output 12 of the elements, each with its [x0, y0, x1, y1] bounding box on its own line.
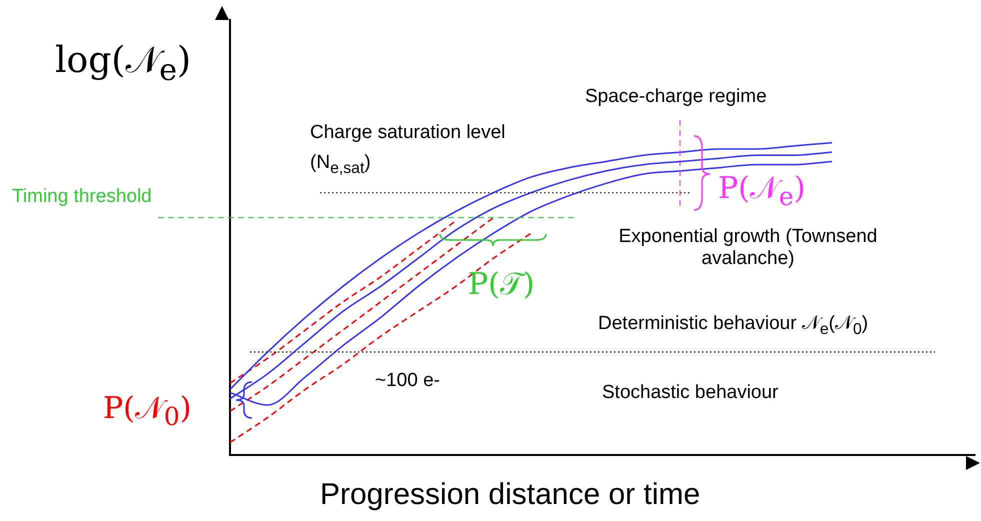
- annotation: P(𝒯): [468, 267, 535, 302]
- annotation: P(𝒩$_{e}$): [718, 171, 806, 212]
- annotation: Stochastic behaviour: [602, 382, 778, 404]
- ref-line-label: Charge saturation level (N$_{e,sat}$): [310, 121, 506, 180]
- y-axis-title: log(𝒩$_{e}$): [55, 40, 192, 89]
- annotation: ~100 e-: [375, 370, 440, 392]
- annotation: Exponential growth (Townsend avalanche): [618, 226, 878, 270]
- ref-line-label: Timing threshold: [12, 186, 152, 208]
- text: Space-charge regime: [585, 86, 767, 108]
- x-axis-title: Progression distance or time: [320, 478, 700, 512]
- text: P(𝒩$_{0}$): [103, 391, 192, 432]
- ref-line-label: Deterministic behaviour 𝒩$_{e}$(𝒩$_{0}$): [598, 313, 868, 339]
